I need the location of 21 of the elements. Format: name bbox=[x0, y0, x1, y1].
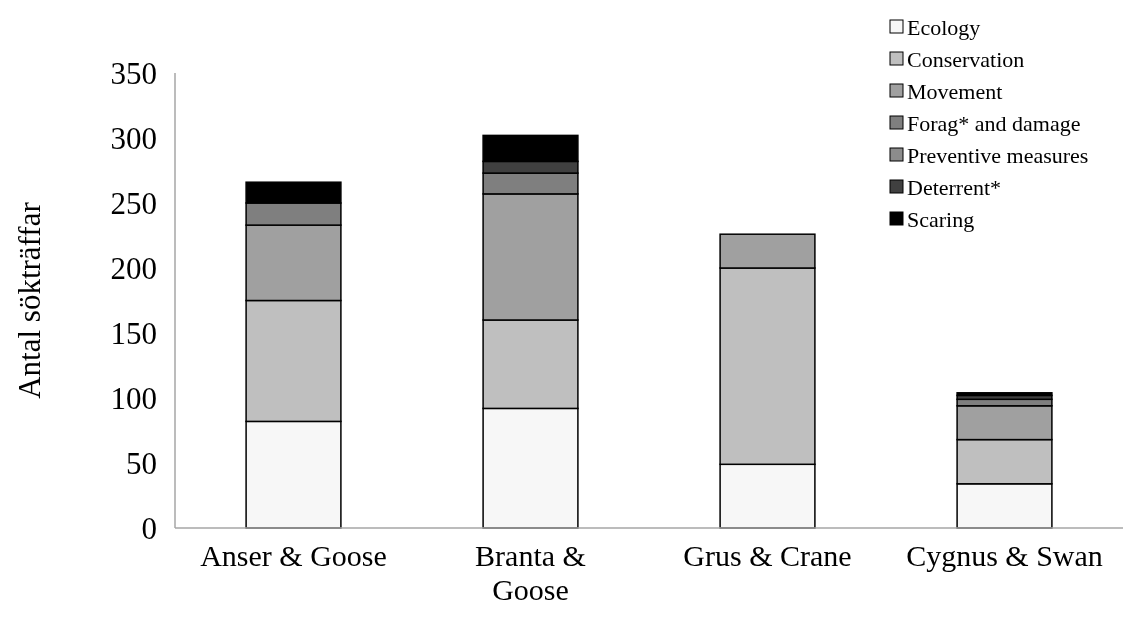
y-tick-label: 100 bbox=[110, 380, 157, 416]
x-tick-label: Cygnus & Swan bbox=[906, 539, 1103, 572]
legend-label: Movement bbox=[907, 78, 1003, 104]
y-axis-title: Antal sökträffar bbox=[12, 201, 47, 399]
legend-label: Deterrent* bbox=[907, 174, 1002, 200]
y-tick-label: 250 bbox=[110, 185, 157, 221]
legend-label: Ecology bbox=[907, 14, 981, 40]
legend-label: Scaring bbox=[907, 206, 975, 232]
x-tick-label: Branta & Goose bbox=[475, 539, 586, 606]
y-tick-label: 50 bbox=[126, 445, 157, 481]
y-tick-label: 200 bbox=[110, 250, 157, 286]
legend-label: Preventive measures bbox=[907, 142, 1089, 168]
y-tick-label: 0 bbox=[141, 510, 157, 546]
x-tick-label: Grus & Crane bbox=[683, 539, 852, 572]
bar bbox=[956, 392, 1053, 397]
legend-label: Conservation bbox=[907, 46, 1025, 72]
x-tick-label: Anser & Goose bbox=[200, 539, 387, 572]
y-tick-label: 150 bbox=[110, 315, 157, 351]
y-tick-label: 300 bbox=[110, 120, 157, 156]
legend-label: Forag* and damage bbox=[907, 110, 1081, 136]
y-tick-label: 350 bbox=[110, 55, 157, 91]
